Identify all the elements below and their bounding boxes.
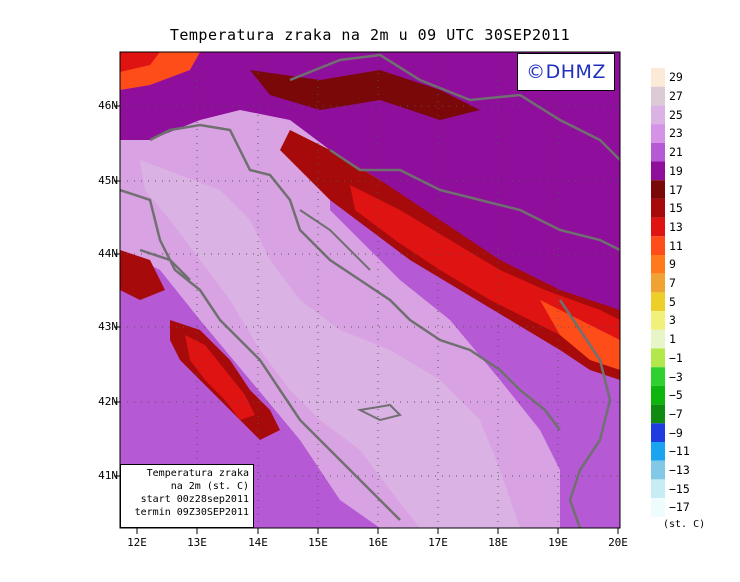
legend-swatch (651, 142, 665, 162)
legend-swatch (651, 460, 665, 480)
legend-swatch (651, 236, 665, 255)
lat-label-41: 41N (98, 469, 118, 482)
legend-label: 19 (669, 163, 683, 178)
graticule (120, 52, 620, 528)
land-purple-balkan (330, 170, 620, 528)
sea-warm-zone (120, 250, 380, 528)
legend-label: 21 (669, 145, 683, 160)
legend-label: −7 (669, 406, 683, 421)
info-line-3: start 00z28sep2011 (140, 494, 249, 505)
legend-swatch (651, 329, 665, 349)
legend-label: 7 (669, 276, 676, 291)
lon-label-19: 19E (548, 536, 568, 549)
lon-label-14: 14E (248, 536, 268, 549)
legend-label: 5 (669, 294, 676, 309)
legend-label: 27 (669, 89, 683, 104)
lat-label-45: 45N (98, 174, 118, 187)
lon-label-17: 17E (428, 536, 448, 549)
lon-label-16: 16E (368, 536, 388, 549)
legend-label: −13 (669, 463, 690, 478)
coastline-croatia (149, 123, 561, 431)
lon-label-13: 13E (187, 536, 207, 549)
legend-units: (st. C) (663, 519, 706, 530)
border-sava (329, 148, 620, 252)
legend-swatch (651, 404, 665, 424)
legend-swatch (651, 348, 665, 368)
legend-swatch (651, 292, 665, 312)
legend-swatch (651, 86, 665, 106)
legend-swatch (651, 105, 665, 125)
axis-ticks (114, 105, 619, 534)
legend-label: 9 (669, 257, 676, 272)
legend-label: 11 (669, 238, 683, 253)
warm-band-north (250, 70, 480, 120)
legend-label: −3 (669, 369, 683, 384)
legend-swatch (651, 385, 665, 405)
legend-label: 13 (669, 219, 683, 234)
legend-swatch (651, 180, 665, 199)
temperature-field (120, 52, 620, 528)
legend-swatch (651, 367, 665, 386)
warm-patch-west (120, 250, 165, 300)
legend-label: −1 (669, 350, 683, 365)
legend-swatch (651, 423, 665, 442)
legend-label: −5 (669, 388, 683, 403)
info-line-1: Temperatura zraka (146, 468, 249, 479)
lon-label-12: 12E (127, 536, 147, 549)
legend-swatch (651, 255, 665, 274)
info-line-4: termin 09Z30SEP2011 (134, 507, 249, 518)
border-east (558, 299, 612, 528)
legend-label: 29 (669, 70, 683, 85)
info-box: Temperatura zraka na 2m (st. C) start 00… (120, 464, 254, 528)
legend-swatch (651, 68, 665, 87)
legend-swatch (651, 198, 665, 218)
legend-swatch (651, 217, 665, 237)
legend-swatch (651, 124, 665, 143)
warm-spot-east (540, 300, 620, 370)
map-frame (119, 51, 621, 529)
legend-label: −15 (669, 481, 690, 496)
lon-label-18: 18E (488, 536, 508, 549)
lat-label-42: 42N (98, 395, 118, 408)
legend-label: −17 (669, 500, 690, 515)
legend-label: 23 (669, 126, 683, 141)
legend-label: 17 (669, 182, 683, 197)
map-title: Temperatura zraka na 2m u 09 UTC 30SEP20… (169, 26, 571, 44)
coastline-italy (120, 188, 401, 521)
legend-swatch (651, 311, 665, 330)
legend-swatch (651, 273, 665, 293)
border-north (289, 53, 620, 161)
lat-label-44: 44N (98, 247, 118, 260)
legend-label: −11 (669, 444, 690, 459)
legend-swatch (651, 479, 665, 499)
legend-label: −9 (669, 425, 683, 440)
lon-label-20: 20E (608, 536, 628, 549)
sea-cool-zone (140, 160, 520, 528)
legend-colorbar (651, 68, 665, 517)
legend-swatch (651, 442, 665, 461)
legend-swatch (651, 161, 665, 181)
lat-label-43: 43N (98, 320, 118, 333)
dhmz-logo: ©DHMZ (517, 53, 615, 91)
info-line-2: na 2m (st. C) (170, 481, 249, 492)
legend-label: 15 (669, 201, 683, 216)
legend-label: 3 (669, 313, 676, 328)
lon-label-15: 15E (308, 536, 328, 549)
legend-label: 1 (669, 332, 676, 347)
legend-swatch (651, 498, 665, 517)
lat-label-46: 46N (98, 99, 118, 112)
legend-label: 25 (669, 107, 683, 122)
